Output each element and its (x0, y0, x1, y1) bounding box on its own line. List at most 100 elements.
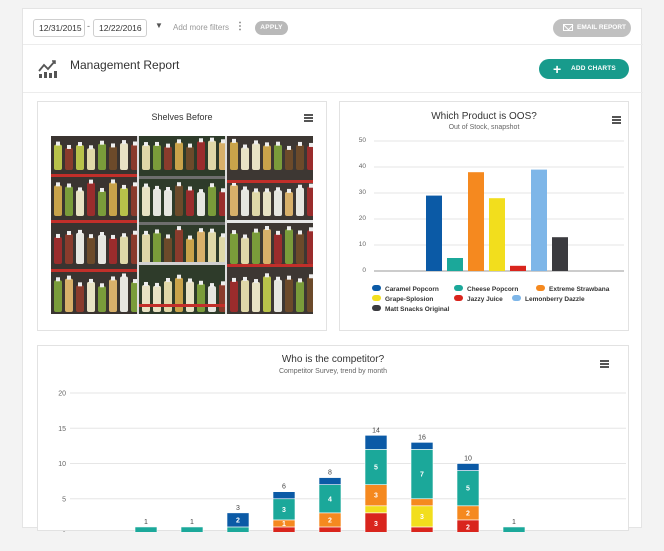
shelf-bottle (153, 285, 161, 312)
shelf-bottle-cap (287, 226, 291, 231)
shelf-bottle (296, 281, 304, 312)
shelf-bottle (98, 235, 106, 264)
shelf-bottle-cap (276, 230, 280, 235)
shelf-bottle-cap (210, 183, 214, 188)
shelf-bottle (230, 233, 238, 264)
apply-button[interactable]: APPLY (255, 21, 288, 35)
shelf-bottle (186, 146, 194, 170)
report-canvas: 12/31/2015 - 12/22/2016 ▼ Add more filte… (22, 8, 643, 532)
end-date-input[interactable]: 12/22/2016 (93, 19, 147, 37)
shelf-bottle-cap (221, 233, 225, 238)
legend-item[interactable]: Jazzy Juice (454, 295, 503, 303)
legend-item[interactable]: Matt Snacks Original (372, 305, 449, 313)
legend-item[interactable]: Extreme Strawbana (536, 285, 609, 293)
stacked-bar-segment (134, 526, 158, 532)
shelf-bottle-cap (155, 282, 159, 287)
bar-total-label: 8 (328, 470, 332, 477)
stacked-bar-segment (226, 512, 250, 528)
shelf-bottle-cap (100, 140, 104, 145)
shelf-bottle (241, 279, 249, 312)
shelf-bottle (87, 182, 95, 216)
legend-item[interactable]: Cheese Popcorn (454, 285, 518, 293)
shelf-bottle-cap (111, 143, 115, 148)
shelf-bottle-cap (144, 281, 148, 286)
shelf-bottle-cap (287, 275, 291, 280)
shelf-bottle-cap (177, 139, 181, 144)
shelf-bottle (186, 189, 194, 216)
y-tick-label: 10 (58, 461, 66, 468)
shelf-bottle (54, 144, 62, 170)
y-tick-label: 20 (58, 391, 66, 398)
oos-chart-subtitle: Out of Stock, snapshot (448, 124, 520, 131)
oos-bar (531, 169, 547, 271)
add-charts-button[interactable]: + ADD CHARTS (539, 59, 629, 79)
oos-bar (510, 265, 526, 271)
shelf-bottle-cap (89, 278, 93, 283)
legend-item[interactable]: Lemonberry Dazzle (512, 295, 585, 303)
shelf-bottle (208, 231, 216, 264)
line-chart-icon (38, 60, 57, 78)
shelf-bottle-cap (243, 234, 247, 239)
shelf-bottle (109, 279, 117, 312)
add-filters-link[interactable]: Add more filters (173, 23, 230, 32)
shelf-bottle-cap (243, 186, 247, 191)
shelf-bottle (252, 231, 260, 264)
start-date-input[interactable]: 12/31/2015 (33, 19, 85, 37)
segment-value-label: 2 (236, 517, 240, 524)
shelf-bottle-cap (67, 230, 71, 235)
shelf-bottle (76, 190, 84, 216)
bar-total-label: 10 (464, 456, 472, 463)
envelope-icon (563, 24, 573, 31)
stacked-bar-segment (410, 442, 434, 450)
y-tick-label: 20 (358, 215, 366, 222)
segment-value-label: 3 (374, 521, 378, 528)
shelf-bottle (120, 236, 128, 264)
more-options-icon[interactable]: ⋮ (235, 21, 245, 32)
shelf-bottle (197, 283, 205, 312)
shelf-bottle-cap (276, 276, 280, 281)
competitor-stacked-chart: 051015201123136248335143716225101 (58, 391, 626, 532)
shelf-bottle (98, 143, 106, 170)
shelf-bottle (109, 146, 117, 170)
shelf-bottle-cap (166, 277, 170, 282)
shelf-bottle (230, 141, 238, 170)
shelf-bottle (307, 145, 313, 170)
shelf-bottle-cap (309, 183, 313, 188)
shelf-bottle-cap (177, 226, 181, 231)
shelf-bottle (263, 191, 271, 216)
stacked-bar-segment (456, 463, 480, 471)
shelf-bottle (252, 191, 260, 216)
legend-item[interactable]: Grape-Splosion (372, 295, 433, 303)
shelf-bottle-cap (221, 188, 225, 193)
legend-label: Jazzy Juice (467, 296, 503, 303)
shelf-bottle-cap (177, 274, 181, 279)
menu-icon[interactable] (600, 360, 609, 368)
shelf-bottle-cap (122, 233, 126, 238)
shelf-bottle (109, 182, 117, 216)
shelf-bottle (285, 229, 293, 264)
shelf-bottle-cap (111, 276, 115, 281)
menu-icon[interactable] (304, 114, 313, 122)
shelf-bottle (98, 286, 106, 312)
bar-total-label: 6 (282, 484, 286, 491)
competitor-chart-panel: Who is the competitor? Competitor Survey… (37, 345, 629, 532)
email-report-button[interactable]: EMAIL REPORT (553, 19, 631, 37)
shelf-bottle-cap (199, 189, 203, 194)
menu-icon[interactable] (612, 116, 621, 124)
stacked-bar-segment (502, 526, 526, 532)
chevron-down-icon[interactable]: ▼ (155, 21, 163, 30)
shelf-bottle (296, 233, 304, 264)
shelf-bottle (296, 187, 304, 216)
segment-value-label: 2 (328, 517, 332, 524)
shelf-bottle-cap (89, 179, 93, 184)
shelf-bottle-cap (78, 187, 82, 192)
shelf-bottle-cap (56, 277, 60, 282)
shelf-bottle-cap (265, 188, 269, 193)
shelves-before-panel: Shelves Before (37, 101, 327, 331)
legend-item[interactable]: Caramel Popcorn (372, 285, 439, 293)
shelf-bottle-cap (56, 182, 60, 187)
stacked-bar-segment (226, 526, 250, 532)
oos-chart-panel: Which Product is OOS? Out of Stock, snap… (339, 101, 629, 331)
shelf-bottle (120, 276, 128, 312)
shelf-bottle-cap (100, 283, 104, 288)
